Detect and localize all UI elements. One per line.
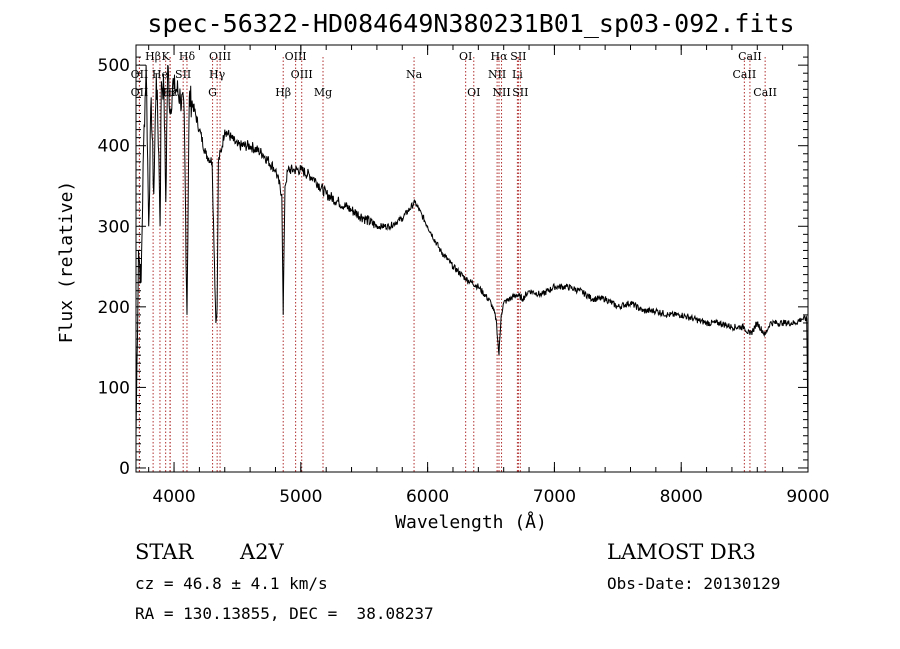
spectral-line-label: H: [165, 86, 175, 99]
y-tick-label: 0: [119, 459, 130, 479]
spectral-line-label: SII: [175, 68, 191, 81]
spectral-line-label: NII: [492, 86, 510, 99]
spectral-line-label: Mg: [314, 86, 332, 99]
x-tick-label: 8000: [660, 487, 703, 507]
spectral-line-label: Hβ: [275, 86, 291, 99]
axis-ticks: 4000 5000 6000 7000 8000 9000 0 100 200 300 400 500: [98, 45, 830, 507]
y-axis-label: Flux (relative): [56, 181, 77, 344]
x-tick-label: 7000: [533, 487, 576, 507]
y-tick-label: 500: [98, 56, 130, 76]
coordinates: RA = 130.13855, DEC = 38.08237: [135, 604, 434, 623]
spectral-line-label: Hδ: [179, 50, 196, 63]
spectral-line-label: Hγ: [209, 68, 226, 81]
spectral-line-label: OI: [459, 50, 472, 63]
spectrum-series-line: [135, 64, 809, 436]
spectral-line-label: Hα: [490, 50, 508, 63]
survey-name: LAMOST DR3: [607, 540, 756, 564]
spectral-line-label: SII: [510, 50, 526, 63]
spectral-line-label: OIII: [291, 68, 313, 81]
spectral-line-label: CaII: [738, 50, 762, 63]
spectral-line-label: K: [162, 50, 171, 63]
spectral-line-label: OII: [131, 86, 149, 99]
redshift-velocity: cz = 46.8 ± 4.1 km/s: [135, 574, 328, 593]
y-tick-label: 400: [98, 137, 130, 157]
spectral-line-label: CaII: [753, 86, 777, 99]
y-tick-label: 300: [98, 217, 130, 237]
x-tick-label: 5000: [279, 487, 322, 507]
object-class: STAR: [135, 540, 194, 564]
y-tick-label: 200: [98, 298, 130, 318]
spectral-line-label: OI: [467, 86, 480, 99]
spectral-line-label: OIII: [285, 50, 307, 63]
spectral-line-label: Li: [512, 68, 523, 81]
y-tick-label: 100: [98, 378, 130, 398]
spectral-line-label: He: [152, 68, 168, 81]
spectral-line-label: Na: [406, 68, 423, 81]
x-tick-label: 6000: [406, 487, 449, 507]
x-tick-label: 4000: [152, 487, 195, 507]
object-subclass: A2V: [240, 540, 284, 564]
plot-frame: [135, 44, 809, 473]
observation-date: Obs-Date: 20130129: [607, 574, 781, 593]
spectral-line-label: SII: [512, 86, 528, 99]
chart-title: spec-56322-HD084649N380231B01_sp03-092.f…: [147, 9, 794, 38]
spectral-line-label: CaII: [733, 68, 757, 81]
spectral-line-label: NII: [488, 68, 506, 81]
x-axis-label: Wavelength (Å): [395, 511, 547, 533]
spectral-line-label: Hβ: [145, 50, 161, 63]
spectral-line-label: G: [208, 86, 217, 99]
spectral-line-label: OIII: [209, 50, 231, 63]
x-tick-label: 9000: [786, 487, 829, 507]
